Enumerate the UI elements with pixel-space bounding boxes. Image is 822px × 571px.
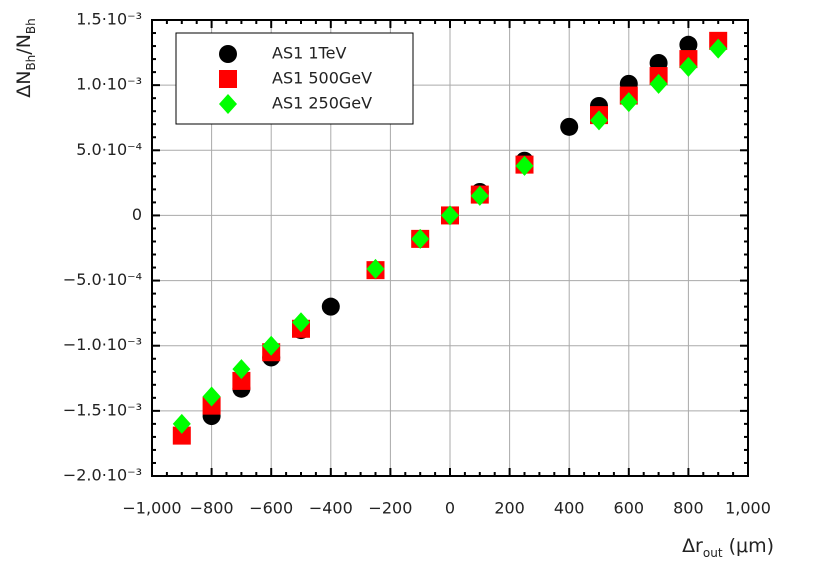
point — [441, 205, 459, 226]
plot-frame — [151, 19, 749, 477]
y-axis-label: ΔNBh/NBh — [13, 18, 38, 98]
y-tick-label: −5.0·10⁻⁴ — [63, 270, 142, 289]
subscript: out — [703, 546, 723, 560]
point — [172, 426, 191, 445]
point — [679, 56, 698, 77]
point — [560, 117, 579, 136]
x-tick-label: −600 — [249, 499, 293, 518]
subscript: Bh — [24, 55, 38, 71]
point — [679, 35, 698, 54]
point — [292, 312, 310, 333]
point — [649, 73, 668, 94]
legend-label: AS1 500GeV — [272, 69, 372, 88]
point — [590, 110, 608, 131]
point — [470, 185, 489, 206]
legend-marker — [219, 45, 237, 63]
x-tick-label: 1,000 — [725, 499, 771, 518]
label-part: ΔN — [13, 71, 35, 98]
subscript: Bh — [24, 18, 38, 34]
y-tick-label: 5.0·10⁻⁴ — [76, 140, 142, 159]
point — [262, 335, 281, 356]
point — [232, 359, 251, 380]
x-tick-label: −400 — [309, 499, 353, 518]
legend-marker — [219, 70, 237, 88]
label-part: /N — [13, 34, 35, 55]
x-tick-label: −800 — [190, 499, 234, 518]
label-part: Δr — [682, 535, 703, 557]
point — [232, 371, 251, 390]
point — [515, 155, 534, 176]
label-part: (μm) — [723, 535, 774, 557]
x-axis-label: Δrout (μm) — [682, 535, 774, 560]
point — [172, 413, 191, 434]
point — [321, 297, 340, 316]
x-tick-label: 600 — [614, 499, 645, 518]
x-tick-label: 400 — [554, 499, 585, 518]
x-tick-label: −1,000 — [122, 499, 181, 518]
legend-label: AS1 250GeV — [272, 94, 372, 113]
point — [619, 92, 638, 113]
point — [411, 228, 430, 249]
legend-label: AS1 1TeV — [272, 44, 346, 63]
x-tick-label: 0 — [445, 499, 455, 518]
x-tick-label: 200 — [494, 499, 525, 518]
y-tick-label: 0 — [132, 205, 142, 224]
point — [202, 386, 221, 407]
legend-box — [175, 32, 414, 125]
y-tick-label: −2.0·10⁻³ — [63, 466, 142, 485]
y-tick-label: −1.0·10⁻³ — [63, 335, 142, 354]
y-tick-label: 1.5·10⁻³ — [76, 10, 142, 29]
legend-marker — [219, 94, 237, 114]
point — [709, 38, 728, 59]
y-tick-label: 1.0·10⁻³ — [76, 75, 142, 94]
x-tick-label: −200 — [368, 499, 412, 518]
point — [366, 258, 385, 279]
y-tick-label: −1.5·10⁻³ — [63, 400, 142, 419]
x-tick-label: 800 — [673, 499, 704, 518]
